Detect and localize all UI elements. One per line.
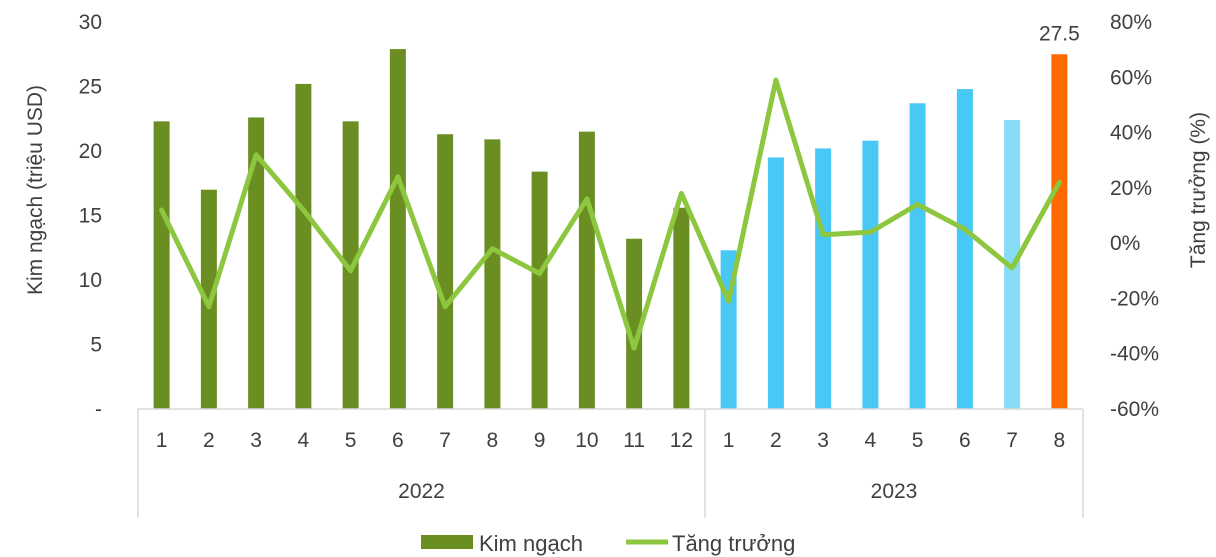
bar	[295, 83, 312, 410]
x-tick-label: 3	[250, 429, 262, 452]
x-tick-label: 11	[623, 429, 645, 452]
right-axis-ticks: -60% -40% -20% 0% 20% 40% 60% 80%	[1110, 11, 1159, 421]
bar	[389, 49, 406, 410]
x-tick-label: 6	[959, 429, 971, 452]
y-tick-label: -	[95, 398, 102, 421]
x-tick-label: 4	[298, 429, 310, 452]
bar	[437, 134, 454, 410]
x-group-label: 2022	[398, 480, 445, 503]
x-tick-label: 8	[487, 429, 499, 452]
x-group-label: 2023	[871, 480, 918, 503]
y-tick-label: 20	[79, 140, 102, 163]
y-tick-label: 10	[79, 269, 102, 292]
bar	[484, 139, 501, 409]
x-tick-label: 8	[1054, 429, 1066, 452]
bar	[767, 157, 784, 409]
bar	[248, 117, 265, 410]
x-tick-label: 7	[1006, 429, 1018, 452]
x-tick-label: 1	[156, 429, 168, 452]
legend-label-line: Tăng trưởng	[672, 531, 795, 556]
x-tick-label: 9	[534, 429, 546, 452]
bar	[909, 103, 926, 410]
bar	[626, 238, 643, 409]
y2-tick-label: 80%	[1110, 11, 1152, 34]
x-tick-label: 7	[439, 429, 451, 452]
bar	[1051, 54, 1068, 409]
bar	[673, 207, 690, 409]
y2-tick-label: 20%	[1110, 177, 1152, 200]
legend: Kim ngạch Tăng trưởng	[421, 531, 795, 556]
x-tick-label: 4	[865, 429, 877, 452]
y-tick-label: 30	[79, 11, 102, 34]
x-tick-label: 2	[203, 429, 215, 452]
bar	[531, 171, 548, 409]
y2-axis-title: Tăng trưởng (%)	[1187, 112, 1210, 268]
legend-label-bar: Kim ngạch	[479, 531, 583, 556]
growth-line	[159, 77, 1062, 351]
bar	[815, 148, 832, 410]
x-tick-label: 1	[723, 429, 735, 452]
y2-tick-label: 40%	[1110, 122, 1152, 145]
left-axis-ticks: - 5 10 15 20 25 30	[79, 11, 102, 421]
x-tick-label: 12	[670, 429, 693, 452]
x-tick-label: 2	[770, 429, 782, 452]
line-series	[159, 77, 1062, 351]
bar	[153, 121, 170, 409]
data-label: 27.5	[1039, 22, 1080, 45]
bar-series	[153, 49, 1068, 410]
bar	[956, 89, 973, 409]
y2-tick-label: -40%	[1110, 343, 1159, 366]
legend-bar-swatch	[421, 535, 473, 549]
data-labels: 27.5	[1039, 22, 1080, 45]
y2-tick-label: -60%	[1110, 398, 1159, 421]
y-tick-label: 5	[90, 334, 102, 357]
bar	[578, 131, 595, 409]
y-tick-label: 25	[79, 76, 102, 99]
bar	[862, 140, 879, 409]
y-axis-title: Kim ngạch (triệu USD)	[24, 85, 47, 295]
x-tick-label: 3	[817, 429, 829, 452]
y2-tick-label: -20%	[1110, 287, 1159, 310]
y-tick-label: 15	[79, 205, 102, 228]
y2-tick-label: 60%	[1110, 66, 1152, 89]
bar	[342, 121, 359, 409]
x-tick-label: 5	[912, 429, 924, 452]
y2-tick-label: 0%	[1110, 232, 1140, 255]
x-tick-label: 10	[575, 429, 598, 452]
x-tick-label: 5	[345, 429, 357, 452]
x-tick-label: 6	[392, 429, 404, 452]
